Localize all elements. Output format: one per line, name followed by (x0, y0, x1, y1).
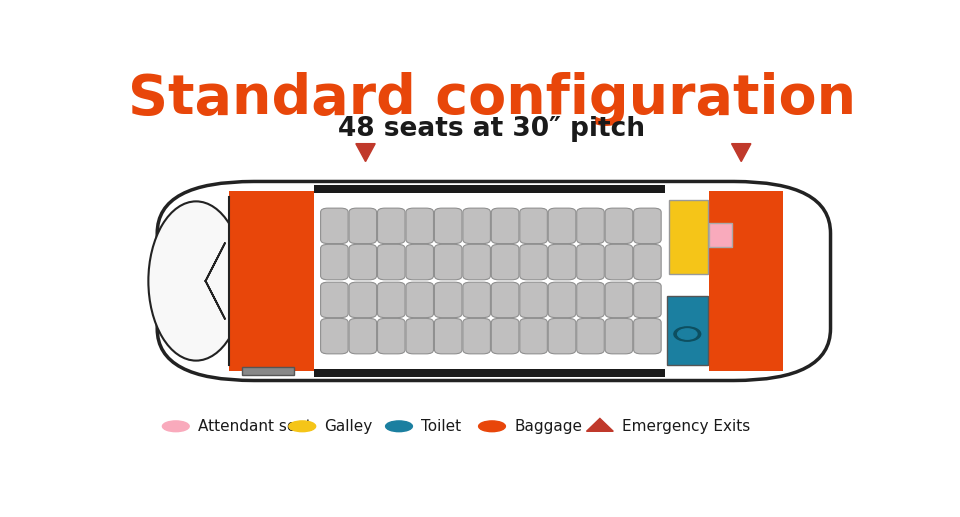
FancyBboxPatch shape (435, 282, 462, 317)
FancyBboxPatch shape (157, 181, 830, 381)
Text: Standard configuration: Standard configuration (128, 72, 856, 126)
FancyBboxPatch shape (463, 245, 491, 280)
FancyBboxPatch shape (406, 282, 434, 317)
FancyBboxPatch shape (519, 318, 547, 354)
Bar (242, 368, 294, 375)
FancyBboxPatch shape (377, 318, 405, 354)
Circle shape (678, 329, 697, 339)
Text: Attendant seat: Attendant seat (198, 419, 312, 434)
FancyBboxPatch shape (321, 282, 348, 317)
FancyBboxPatch shape (605, 245, 633, 280)
Text: Baggage: Baggage (515, 419, 583, 434)
FancyBboxPatch shape (406, 245, 434, 280)
FancyBboxPatch shape (321, 318, 348, 354)
Text: Toilet: Toilet (421, 419, 462, 434)
Ellipse shape (289, 421, 316, 432)
FancyBboxPatch shape (634, 208, 661, 244)
FancyBboxPatch shape (406, 318, 434, 354)
Ellipse shape (479, 421, 505, 432)
Polygon shape (356, 144, 375, 161)
FancyBboxPatch shape (577, 282, 604, 317)
FancyBboxPatch shape (463, 282, 491, 317)
FancyBboxPatch shape (605, 208, 633, 244)
FancyBboxPatch shape (519, 245, 547, 280)
FancyBboxPatch shape (634, 245, 661, 280)
FancyBboxPatch shape (406, 208, 434, 244)
FancyBboxPatch shape (492, 245, 518, 280)
FancyBboxPatch shape (349, 318, 376, 354)
FancyBboxPatch shape (492, 208, 518, 244)
FancyBboxPatch shape (321, 208, 348, 244)
Ellipse shape (162, 421, 189, 432)
Bar (314, 369, 665, 376)
Bar (228, 191, 314, 371)
FancyBboxPatch shape (548, 282, 576, 317)
Polygon shape (732, 144, 751, 161)
FancyBboxPatch shape (435, 245, 462, 280)
FancyBboxPatch shape (377, 245, 405, 280)
FancyBboxPatch shape (377, 282, 405, 317)
FancyBboxPatch shape (492, 318, 518, 354)
FancyBboxPatch shape (435, 208, 462, 244)
FancyBboxPatch shape (634, 318, 661, 354)
FancyBboxPatch shape (349, 208, 376, 244)
FancyBboxPatch shape (577, 318, 604, 354)
Bar (667, 296, 708, 366)
FancyBboxPatch shape (548, 208, 576, 244)
FancyBboxPatch shape (492, 282, 518, 317)
Polygon shape (587, 418, 613, 431)
FancyBboxPatch shape (435, 318, 462, 354)
Text: Galley: Galley (324, 419, 372, 434)
Text: 48 seats at 30″ pitch: 48 seats at 30″ pitch (339, 116, 645, 142)
FancyBboxPatch shape (519, 282, 547, 317)
FancyBboxPatch shape (463, 208, 491, 244)
FancyBboxPatch shape (605, 318, 633, 354)
FancyBboxPatch shape (577, 245, 604, 280)
FancyBboxPatch shape (577, 208, 604, 244)
FancyBboxPatch shape (634, 282, 661, 317)
FancyBboxPatch shape (377, 208, 405, 244)
Bar (314, 186, 665, 193)
FancyBboxPatch shape (349, 245, 376, 280)
Bar (709, 223, 732, 247)
Circle shape (674, 327, 701, 341)
FancyBboxPatch shape (548, 318, 576, 354)
FancyBboxPatch shape (321, 245, 348, 280)
FancyBboxPatch shape (519, 208, 547, 244)
FancyBboxPatch shape (463, 318, 491, 354)
Ellipse shape (386, 421, 413, 432)
FancyBboxPatch shape (349, 282, 376, 317)
Bar (708, 191, 783, 371)
FancyBboxPatch shape (605, 282, 633, 317)
Ellipse shape (149, 201, 244, 361)
Bar (669, 200, 708, 274)
Text: Emergency Exits: Emergency Exits (622, 419, 751, 434)
FancyBboxPatch shape (548, 245, 576, 280)
